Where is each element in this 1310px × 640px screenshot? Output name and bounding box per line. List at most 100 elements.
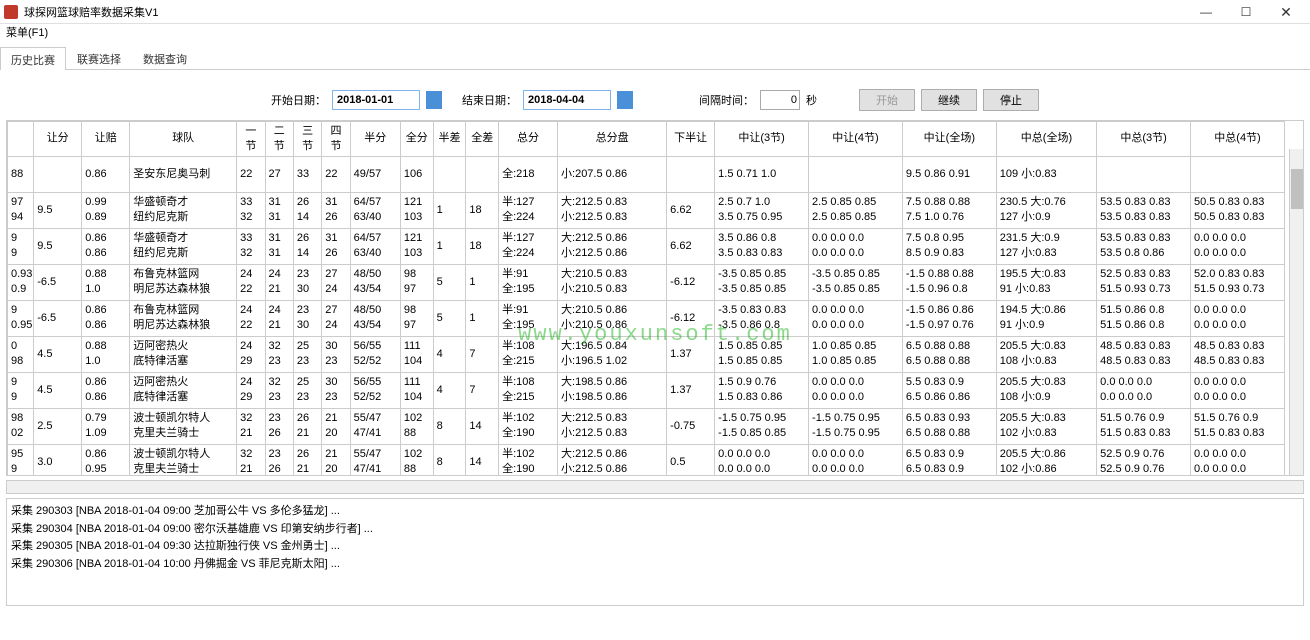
col-xb[interactable]: 下半让 <box>667 122 715 157</box>
horizontal-scrollbar[interactable] <box>6 480 1304 494</box>
cell-id: 9 0.95 <box>8 300 34 336</box>
col-zr3[interactable]: 中让(3节) <box>715 122 809 157</box>
cell-zzq: 205.5 大:0.86 102 小:0.86 <box>996 444 1096 476</box>
col-fc[interactable]: 全差 <box>466 122 499 157</box>
cell-zr4: 0.0 0.0 0.0 0.0 0.0 0.0 <box>809 300 903 336</box>
cell-rp: 0.79 1.09 <box>82 408 130 444</box>
cell-id: 95 9 <box>8 444 34 476</box>
cell-ff: 111 104 <box>400 372 433 408</box>
tab-联赛选择[interactable]: 联赛选择 <box>66 46 132 69</box>
tabs: 历史比赛联赛选择数据查询 <box>0 46 1310 70</box>
cell-zf: 半:127 全:224 <box>499 228 558 264</box>
cell-hc: 1 <box>433 192 466 228</box>
menubar[interactable]: 菜单(F1) <box>0 24 1310 42</box>
cell-team: 迈阿密热火 底特律活塞 <box>130 372 237 408</box>
col-zz4[interactable]: 中总(4节) <box>1191 122 1285 157</box>
cell-xb: 1.37 <box>667 372 715 408</box>
cell-zfp: 大:212.5 0.83 小:212.5 0.83 <box>558 192 667 228</box>
cell-q1: 24 29 <box>237 372 265 408</box>
cell-q2: 23 26 <box>265 408 293 444</box>
col-hc[interactable]: 半差 <box>433 122 466 157</box>
col-zf[interactable]: 总分 <box>499 122 558 157</box>
cell-zfp: 大:196.5 0.84 小:196.5 1.02 <box>558 336 667 372</box>
cell-zz3: 53.5 0.83 0.83 53.5 0.83 0.83 <box>1097 192 1191 228</box>
cell-team: 圣安东尼奥马刺 <box>130 156 237 192</box>
table-row[interactable]: 95 93.00.86 0.95波士顿凯尔特人 克里夫兰骑士32 2123 26… <box>8 444 1285 476</box>
cell-team: 布鲁克林篮网 明尼苏达森林狼 <box>130 264 237 300</box>
table-row[interactable]: 0 984.50.88 1.0迈阿密热火 底特律活塞24 2932 2325 2… <box>8 336 1285 372</box>
cell-q3: 23 30 <box>293 300 321 336</box>
cell-xb: -6.12 <box>667 300 715 336</box>
cell-hc: 5 <box>433 300 466 336</box>
start-button[interactable]: 开始 <box>859 89 915 111</box>
cell-fc: 18 <box>466 228 499 264</box>
col-zz3[interactable]: 中总(3节) <box>1097 122 1191 157</box>
cell-zz4: 0.0 0.0 0.0 0.0 0.0 0.0 <box>1191 228 1285 264</box>
col-q1[interactable]: 一节 <box>237 122 265 157</box>
table-row[interactable]: 9 99.50.86 0.86华盛顿奇才 纽约尼克斯33 3231 3126 1… <box>8 228 1285 264</box>
calendar-icon[interactable] <box>617 91 633 109</box>
start-date-input[interactable] <box>332 90 420 110</box>
interval-input[interactable] <box>760 90 800 110</box>
continue-button[interactable]: 继续 <box>921 89 977 111</box>
col-zr4[interactable]: 中让(4节) <box>809 122 903 157</box>
cell-hc: 8 <box>433 408 466 444</box>
minimize-button[interactable]: — <box>1186 1 1226 23</box>
col-id[interactable] <box>8 122 34 157</box>
table-row[interactable]: 9 0.95-6.50.86 0.86布鲁克林篮网 明尼苏达森林狼24 2224… <box>8 300 1285 336</box>
cell-q4: 27 24 <box>322 300 350 336</box>
close-button[interactable]: ✕ <box>1266 1 1306 23</box>
cell-zf: 半:102 全:190 <box>499 444 558 476</box>
col-q2[interactable]: 二节 <box>265 122 293 157</box>
col-hf[interactable]: 半分 <box>350 122 400 157</box>
col-ff[interactable]: 全分 <box>400 122 433 157</box>
cell-ff: 98 97 <box>400 300 433 336</box>
end-date-input[interactable] <box>523 90 611 110</box>
cell-rf: 9.5 <box>34 228 82 264</box>
col-q3[interactable]: 三节 <box>293 122 321 157</box>
cell-zrq: 7.5 0.8 0.95 8.5 0.9 0.83 <box>902 228 996 264</box>
stop-button[interactable]: 停止 <box>983 89 1039 111</box>
window-title: 球探网篮球赔率数据采集V1 <box>24 4 1186 20</box>
cell-id: 88 <box>8 156 34 192</box>
col-q4[interactable]: 四节 <box>322 122 350 157</box>
cell-zr3: 1.5 0.9 0.76 1.5 0.83 0.86 <box>715 372 809 408</box>
calendar-icon[interactable] <box>426 91 442 109</box>
cell-ff: 121 103 <box>400 192 433 228</box>
cell-hc: 4 <box>433 372 466 408</box>
col-team[interactable]: 球队 <box>130 122 237 157</box>
cell-zz4: 51.5 0.76 0.9 51.5 0.83 0.83 <box>1191 408 1285 444</box>
cell-fc: 1 <box>466 300 499 336</box>
cell-zr4: 1.0 0.85 0.85 1.0 0.85 0.85 <box>809 336 903 372</box>
maximize-button[interactable]: ☐ <box>1226 1 1266 23</box>
log-line: 采集 290306 [NBA 2018-01-04 10:00 丹佛掘金 VS … <box>11 556 1299 574</box>
col-zfp[interactable]: 总分盘 <box>558 122 667 157</box>
col-rp[interactable]: 让赔 <box>82 122 130 157</box>
cell-zfp: 大:198.5 0.86 小:198.5 0.86 <box>558 372 667 408</box>
table-row[interactable]: 98 022.50.79 1.09波士顿凯尔特人 克里夫兰骑士32 2123 2… <box>8 408 1285 444</box>
table-row[interactable]: 0.93 0.9-6.50.88 1.0布鲁克林篮网 明尼苏达森林狼24 222… <box>8 264 1285 300</box>
cell-q1: 22 <box>237 156 265 192</box>
cell-zr4: -1.5 0.75 0.95 -1.5 0.75 0.95 <box>809 408 903 444</box>
table-row[interactable]: 880.86圣安东尼奥马刺2227332249/57106全:218小:207.… <box>8 156 1285 192</box>
cell-rf: 4.5 <box>34 372 82 408</box>
table-row[interactable]: 97 949.50.99 0.89华盛顿奇才 纽约尼克斯33 3231 3126… <box>8 192 1285 228</box>
cell-q2: 27 <box>265 156 293 192</box>
table-row[interactable]: 9 94.50.86 0.86迈阿密热火 底特律活塞24 2932 2325 2… <box>8 372 1285 408</box>
col-zrq[interactable]: 中让(全场) <box>902 122 996 157</box>
cell-hf: 64/57 63/40 <box>350 228 400 264</box>
cell-q3: 26 21 <box>293 408 321 444</box>
cell-zz3: 0.0 0.0 0.0 0.0 0.0 0.0 <box>1097 372 1191 408</box>
vertical-scrollbar[interactable] <box>1289 149 1303 475</box>
cell-fc: 1 <box>466 264 499 300</box>
tab-历史比赛[interactable]: 历史比赛 <box>0 47 66 70</box>
cell-zf: 半:91 全:195 <box>499 264 558 300</box>
col-rf[interactable]: 让分 <box>34 122 82 157</box>
col-zzq[interactable]: 中总(全场) <box>996 122 1096 157</box>
cell-xb: 6.62 <box>667 192 715 228</box>
cell-zf: 半:127 全:224 <box>499 192 558 228</box>
cell-id: 0 98 <box>8 336 34 372</box>
cell-q1: 24 29 <box>237 336 265 372</box>
cell-rp: 0.86 <box>82 156 130 192</box>
tab-数据查询[interactable]: 数据查询 <box>132 46 198 69</box>
